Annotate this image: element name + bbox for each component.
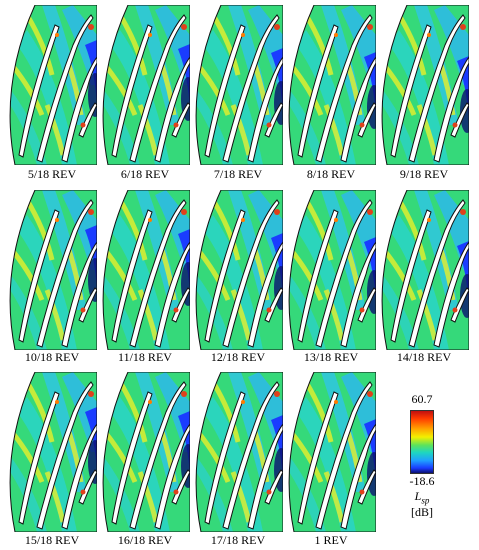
panel-caption: 14/18 REV xyxy=(396,350,452,364)
panel-caption: 17/18 REV xyxy=(210,533,266,547)
contour-plot xyxy=(9,372,97,532)
contour-panel xyxy=(100,5,190,165)
contour-plot xyxy=(9,5,97,165)
contour-panel xyxy=(100,190,190,350)
contour-panel xyxy=(193,5,283,165)
contour-plot xyxy=(195,190,283,350)
contour-panel xyxy=(379,5,469,165)
contour-panel xyxy=(100,372,190,532)
contour-plot xyxy=(102,5,190,165)
contour-panel xyxy=(286,372,376,532)
panel-caption: 5/18 REV xyxy=(27,167,77,181)
colorbar-max-label: 60.7 xyxy=(411,392,433,406)
panel-caption: 10/18 REV xyxy=(24,350,80,364)
contour-plot xyxy=(195,5,283,165)
panel-caption: 12/18 REV xyxy=(210,350,266,364)
colorbar xyxy=(410,410,434,474)
panel-caption: 13/18 REV xyxy=(303,350,359,364)
contour-plot xyxy=(288,372,376,532)
contour-panel xyxy=(7,372,97,532)
panel-caption: 15/18 REV xyxy=(24,533,80,547)
contour-plot xyxy=(102,372,190,532)
panel-caption: 16/18 REV xyxy=(117,533,173,547)
contour-plot xyxy=(288,190,376,350)
panel-caption: 8/18 REV xyxy=(306,167,356,181)
colorbar-variable-label: Lsp xyxy=(414,489,430,506)
panel-caption: 7/18 REV xyxy=(213,167,263,181)
contour-panel xyxy=(7,190,97,350)
panel-caption: 1 REV xyxy=(314,533,348,547)
colorbar-unit-label: [dB] xyxy=(411,505,433,519)
contour-panel xyxy=(379,190,469,350)
contour-plot xyxy=(195,372,283,532)
contour-plot xyxy=(9,190,97,350)
panel-caption: 9/18 REV xyxy=(399,167,449,181)
contour-panel xyxy=(193,372,283,532)
contour-plot xyxy=(381,5,469,165)
contour-plot xyxy=(288,5,376,165)
contour-plot xyxy=(381,190,469,350)
panel-caption: 6/18 REV xyxy=(120,167,170,181)
panel-caption: 11/18 REV xyxy=(118,350,172,364)
contour-panel xyxy=(286,5,376,165)
contour-panel xyxy=(286,190,376,350)
contour-panel xyxy=(7,5,97,165)
contour-panel xyxy=(193,190,283,350)
colorbar-min-label: -18.6 xyxy=(409,474,435,488)
contour-plot xyxy=(102,190,190,350)
